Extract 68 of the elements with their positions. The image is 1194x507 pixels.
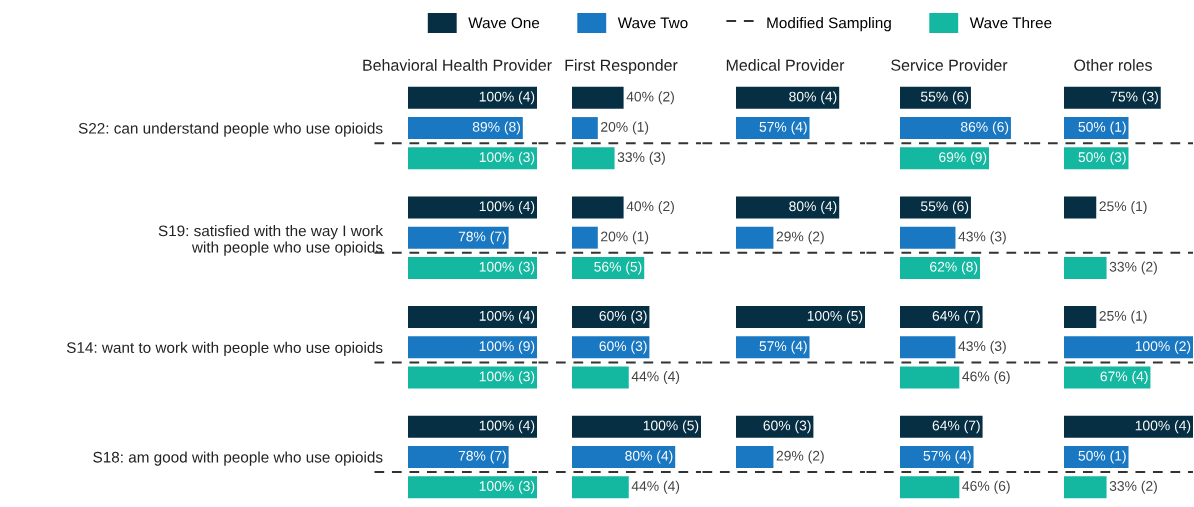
data-label: 40% (2)	[626, 200, 674, 214]
data-label: 44% (4)	[631, 480, 680, 494]
data-label: 75% (3)	[1110, 91, 1158, 105]
data-label: 89% (8)	[472, 121, 521, 135]
data-label: 44% (4)	[631, 371, 680, 385]
y-tick-label: S14: want to work with people who use opioids	[66, 341, 383, 357]
data-label: 67% (4)	[1100, 371, 1148, 385]
data-label: 50% (3)	[1078, 151, 1126, 165]
data-label: 80% (4)	[625, 450, 673, 464]
data-label: 57% (4)	[923, 450, 971, 464]
data-label: 43% (3)	[958, 231, 1006, 245]
data-label: 100% (4)	[479, 200, 535, 214]
chart-title: Other roles	[1074, 59, 1152, 71]
data-label: 100% (2)	[1135, 340, 1191, 354]
legend-label: Wave Three	[969, 17, 1052, 29]
data-label: 100% (3)	[479, 261, 535, 275]
data-label: 69% (9)	[939, 151, 987, 165]
data-label: 100% (4)	[479, 420, 535, 434]
data-label: 33% (3)	[617, 151, 665, 165]
data-label: 29% (2)	[776, 450, 824, 464]
data-label: 78% (7)	[458, 450, 506, 464]
data-label: 100% (5)	[643, 420, 699, 434]
data-label: 25% (1)	[1099, 200, 1147, 214]
data-label: 64% (7)	[932, 420, 980, 434]
data-label: 29% (2)	[776, 231, 824, 245]
chart-title: Medical Provider	[726, 59, 845, 71]
data-label: 50% (1)	[1078, 450, 1126, 464]
legend-label: Wave Two	[617, 17, 688, 29]
data-label: 100% (3)	[479, 371, 535, 385]
data-label: 55% (6)	[920, 200, 969, 214]
data-label: 100% (3)	[479, 480, 535, 494]
data-label: 56% (5)	[594, 261, 642, 275]
data-label: 100% (3)	[479, 151, 535, 165]
data-label: 60% (3)	[599, 340, 647, 354]
y-tick-label: S19: satisfied with the way I work with people who use opioids	[158, 225, 384, 256]
y-tick-label: S22: can understand people who use opioids	[78, 122, 383, 137]
data-label: 33% (2)	[1109, 261, 1157, 275]
data-label: 57% (4)	[759, 121, 807, 135]
data-label: 20% (1)	[601, 121, 649, 135]
data-label: 62% (8)	[930, 261, 978, 275]
data-label: 46% (6)	[962, 371, 1010, 385]
data-label: 20% (1)	[601, 231, 649, 245]
data-label: 60% (3)	[599, 310, 647, 324]
data-label: 40% (2)	[626, 91, 674, 105]
data-label: 100% (5)	[807, 310, 863, 324]
data-label: 80% (4)	[789, 200, 837, 214]
data-label: 33% (2)	[1109, 480, 1157, 494]
data-label: 25% (1)	[1099, 310, 1147, 324]
data-label: 50% (1)	[1078, 121, 1126, 135]
chart-title: First Responder	[565, 59, 678, 74]
data-label: 64% (7)	[932, 310, 980, 324]
data-label: 86% (6)	[960, 121, 1009, 135]
data-label: 100% (9)	[479, 340, 535, 354]
data-label: 46% (6)	[962, 480, 1010, 494]
data-label: 100% (4)	[479, 310, 535, 324]
chart-title: Behavioral Health Provider	[363, 59, 552, 71]
data-label: 57% (4)	[759, 340, 807, 354]
data-label: 78% (7)	[458, 231, 506, 245]
chart-title: Service Provider	[891, 59, 1008, 71]
data-label: 100% (4)	[479, 91, 535, 105]
data-label: 55% (6)	[920, 91, 969, 105]
data-label: 100% (4)	[1135, 420, 1191, 434]
data-label: 43% (3)	[958, 340, 1006, 354]
data-label: 60% (3)	[763, 420, 811, 434]
legend-label: Wave One	[468, 17, 540, 29]
data-label: 80% (4)	[789, 91, 837, 105]
y-tick-label: S18: am good with people who use opioids	[93, 451, 383, 466]
legend-label: Modified Sampling	[767, 17, 891, 32]
